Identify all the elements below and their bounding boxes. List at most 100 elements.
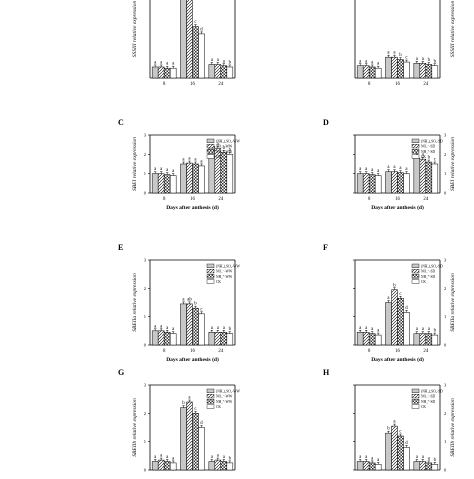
- x-tick-label: 8: [163, 349, 166, 354]
- significance-letter: c: [399, 292, 401, 297]
- significance-letter: ab: [187, 297, 192, 302]
- legend-swatch: [411, 149, 420, 154]
- legend-label: (NH₄)₂SO₄-SD: [421, 389, 443, 393]
- y-tick-label: 0: [144, 468, 147, 473]
- significance-letter: a: [377, 329, 380, 334]
- bar: [385, 302, 392, 346]
- bar: [226, 154, 234, 194]
- bar: [226, 333, 234, 346]
- x-axis-label: Days after anthesis (d): [166, 356, 219, 363]
- bar: [397, 298, 404, 346]
- legend-swatch: [206, 388, 215, 393]
- y-tick-label: 3: [444, 383, 447, 388]
- significance-letter: a: [172, 169, 175, 174]
- x-tick-label: 24: [423, 82, 428, 87]
- significance-letter: a: [172, 327, 175, 332]
- significance-letter: a: [211, 326, 214, 331]
- bar: [208, 461, 216, 471]
- bar: [385, 432, 392, 471]
- y-tick-label: 0: [444, 191, 447, 196]
- bar: [403, 61, 410, 79]
- bar: [391, 425, 398, 471]
- x-tick-label: 16: [190, 349, 195, 354]
- bar: [163, 461, 171, 471]
- significance-letter: a: [399, 166, 402, 171]
- x-tick-label: 24: [218, 197, 223, 202]
- x-tick-label: 16: [190, 197, 195, 202]
- significance-letter: a: [428, 327, 431, 332]
- legend-label: (NH₄)₂SO₄-SD: [421, 139, 443, 143]
- bar: [198, 427, 205, 471]
- bar: [368, 66, 376, 79]
- x-tick-label: 24: [218, 82, 223, 87]
- y-tick-label: 1: [144, 171, 146, 176]
- significance-letter: a: [217, 58, 220, 63]
- significance-letter: a: [416, 57, 419, 62]
- bar: [163, 67, 171, 79]
- significance-letter: b: [399, 53, 402, 58]
- significance-letter: d: [200, 421, 203, 426]
- bar: [151, 461, 159, 471]
- significance-letter: a: [393, 420, 396, 425]
- significance-letter: b: [229, 456, 232, 461]
- legend-swatch: [206, 404, 215, 409]
- legend-label: (NH₄)₂SO₄-WW: [216, 389, 241, 393]
- significance-letter: a: [223, 455, 226, 460]
- significance-letter: a: [166, 455, 169, 460]
- significance-letter: b: [434, 59, 437, 64]
- y-tick-label: 2: [144, 286, 146, 291]
- bar: [374, 175, 382, 194]
- significance-letter: a: [211, 455, 214, 460]
- panel-label: F: [323, 243, 328, 252]
- bar: [186, 0, 193, 79]
- significance-letter: a: [154, 455, 157, 460]
- significance-letter: a: [154, 167, 157, 172]
- significance-letter: a: [200, 159, 203, 164]
- significance-letter: b: [229, 60, 232, 65]
- significance-letter: a: [154, 324, 157, 329]
- bar: [374, 334, 382, 346]
- bar: [198, 33, 205, 79]
- bar: [208, 64, 216, 79]
- legend-label: CK: [216, 155, 221, 159]
- bar: [419, 63, 427, 79]
- significance-letter: a: [217, 454, 220, 459]
- bar: [419, 333, 427, 346]
- bar: [192, 413, 199, 471]
- bar: [391, 289, 398, 346]
- significance-letter: a: [405, 167, 408, 172]
- legend-swatch: [411, 404, 420, 409]
- y-tick-label: 0: [444, 468, 447, 473]
- bar: [397, 435, 404, 471]
- significance-letter: a: [182, 297, 185, 302]
- x-tick-label: 8: [368, 349, 371, 354]
- legend-label: NO₃⁻-SD: [421, 145, 436, 149]
- bar: [226, 66, 234, 79]
- x-tick-label: 16: [395, 82, 400, 87]
- x-tick-label: 8: [368, 82, 371, 87]
- bar: [186, 303, 193, 346]
- x-axis-label: Days after anthesis (d): [166, 204, 219, 211]
- legend-swatch: [411, 399, 420, 404]
- bar: [169, 67, 177, 79]
- bar: [425, 333, 433, 346]
- bar: [163, 332, 171, 346]
- y-tick-label: 3: [444, 258, 447, 263]
- legend-label: NH₄⁺-SD: [421, 275, 436, 279]
- legend-label: NO₃⁻-SD: [421, 395, 436, 399]
- significance-letter: b: [393, 283, 396, 288]
- significance-letter: a: [154, 60, 157, 65]
- legend-label: NH₄⁺-SD: [421, 150, 436, 154]
- significance-letter: a: [365, 59, 368, 64]
- bar: [220, 461, 228, 471]
- y-tick-label: 2: [144, 152, 146, 157]
- y-axis-label: SSSIII relative expression: [132, 1, 138, 58]
- bar: [425, 161, 433, 194]
- panel-label: C: [118, 118, 124, 127]
- bar: [169, 175, 177, 194]
- bar: [157, 173, 165, 194]
- bar: [169, 333, 177, 346]
